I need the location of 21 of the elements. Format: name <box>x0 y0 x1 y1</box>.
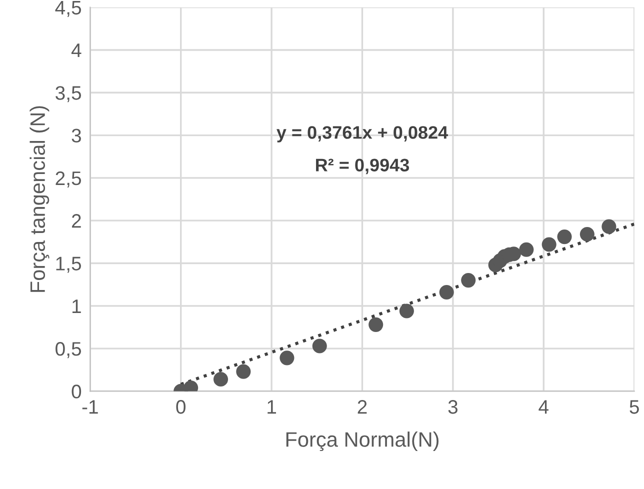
y-tick-label: 0 <box>72 384 82 398</box>
y-tick-label: 3 <box>72 128 81 143</box>
annotation: y = 0,3761x + 0,0824 <box>276 126 448 142</box>
x-tick-label: 0 <box>176 400 186 414</box>
y-tick-label: 3,5 <box>56 86 82 102</box>
y-tick-label: 0,5 <box>56 342 82 358</box>
y-tick-label: 2 <box>72 214 81 228</box>
y-tick-label: 4,5 <box>55 1 82 17</box>
y-tick-label: 1,5 <box>56 256 82 273</box>
x-tick-label: 3 <box>448 400 458 414</box>
y-axis-title: Força tangencial (N) <box>30 106 50 292</box>
y-tick-label: 1 <box>72 300 81 313</box>
x-tick-label: 1 <box>268 400 276 414</box>
annotation: R² = 0,9943 <box>316 158 410 174</box>
x-tick-label: 4 <box>538 400 548 414</box>
x-tick-label: 5 <box>630 400 639 414</box>
y-tick-label: 4 <box>71 44 82 58</box>
x-axis-title: Força Normal(N) <box>286 432 439 452</box>
x-tick-label: -1 <box>82 400 98 414</box>
x-tick-label: 2 <box>358 400 367 414</box>
y-tick-label: 2,5 <box>56 171 82 188</box>
